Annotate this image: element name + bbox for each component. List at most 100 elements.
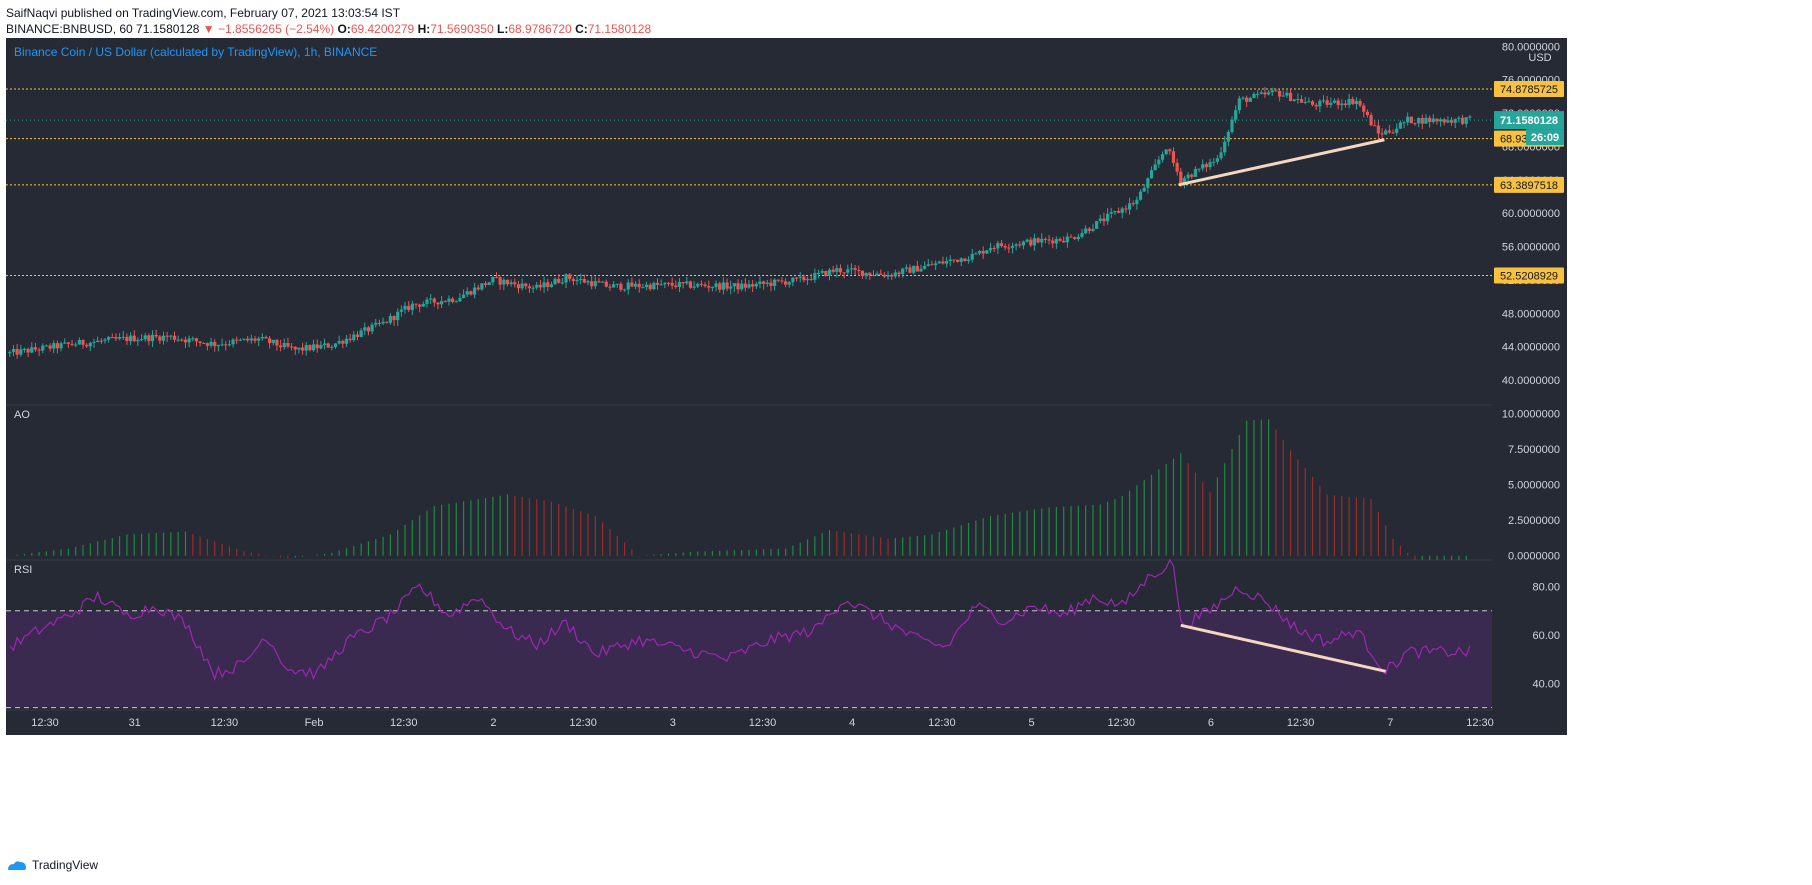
candle-body — [626, 282, 630, 290]
candle-body — [319, 344, 323, 349]
time-tick-label: 12:30 — [211, 717, 239, 729]
candle-body — [1245, 97, 1249, 102]
candle-body — [1065, 236, 1069, 243]
candle-body — [1256, 93, 1260, 95]
candle-body — [666, 282, 671, 284]
candle-body — [370, 324, 374, 332]
candle-body — [363, 327, 367, 331]
candle-body — [443, 301, 447, 303]
candle-body — [297, 347, 301, 350]
candle-body — [242, 338, 246, 340]
candle-body — [1076, 236, 1080, 239]
candle-body — [1384, 130, 1388, 135]
candle-body — [1343, 103, 1348, 105]
candle-body — [1442, 119, 1446, 123]
candle-body — [88, 342, 92, 347]
candle-body — [289, 346, 294, 348]
candle-body — [1288, 92, 1293, 101]
level-price-label: 74.8785725 — [1500, 84, 1558, 96]
candle-body — [1084, 228, 1088, 234]
level-price-tag — [1494, 176, 1564, 193]
candle-body — [985, 250, 989, 254]
candle-body — [235, 339, 239, 341]
candle-body — [732, 283, 736, 287]
candle-body — [612, 284, 616, 288]
candle-body — [974, 253, 978, 255]
candle-body — [1340, 103, 1344, 106]
candle-body — [707, 286, 711, 288]
candle-body — [136, 339, 140, 342]
candle-body — [1230, 119, 1234, 132]
candle-body — [1116, 211, 1121, 213]
candle-body — [480, 283, 484, 290]
last-price-value: 71.1580128 — [136, 22, 200, 36]
candle-body — [469, 291, 473, 295]
candle-body — [15, 349, 19, 355]
candle-body — [1409, 116, 1413, 124]
candle-body — [1318, 100, 1322, 107]
candle-body — [513, 282, 517, 285]
candle-body — [55, 343, 60, 349]
candle-body — [912, 265, 916, 273]
candle-body — [311, 344, 316, 351]
price-tick-label: 56.0000000 — [1502, 242, 1560, 254]
candle-body — [765, 282, 769, 284]
candle-body — [121, 336, 125, 338]
candle-body — [436, 302, 440, 305]
time-tick-label: 12:30 — [569, 717, 597, 729]
candle-body — [194, 338, 199, 342]
candle-body — [886, 274, 890, 277]
candle-body — [77, 339, 81, 345]
candle-body — [1160, 154, 1165, 160]
candle-body — [388, 316, 392, 323]
price-tick-label: 48.0000000 — [1502, 308, 1560, 320]
candle-body — [923, 265, 927, 269]
candle-body — [996, 243, 1000, 249]
candle-body — [19, 349, 23, 355]
candle-body — [454, 301, 458, 303]
candle-body — [966, 259, 971, 262]
candle-body — [1168, 149, 1172, 152]
candle-body — [180, 339, 184, 341]
candle-body — [429, 298, 433, 300]
candle-body — [154, 334, 158, 337]
candle-body — [143, 335, 147, 340]
candle-body — [743, 283, 747, 288]
symbol-label: BINANCE:BNBUSD, 60 — [6, 22, 133, 36]
candle-body — [257, 338, 261, 341]
candle-body — [1449, 120, 1454, 123]
candle-body — [813, 272, 817, 280]
candle-body — [66, 342, 70, 344]
rsi-title: RSI — [14, 564, 32, 576]
candle-body — [981, 251, 985, 254]
candle-body — [96, 340, 100, 343]
candle-body — [535, 284, 539, 288]
candle-body — [110, 337, 114, 339]
candle-body — [161, 335, 166, 341]
candle-body — [209, 341, 213, 346]
candle-body — [176, 339, 180, 341]
candle-body — [919, 268, 923, 272]
candle-body — [377, 322, 382, 324]
candle-body — [8, 352, 12, 354]
candle-body — [139, 339, 144, 341]
candle-body — [330, 346, 334, 348]
candle-body — [637, 283, 641, 288]
publish-info: SaifNaqvi published on TradingView.com, … — [6, 6, 401, 20]
price-tick-label: 40.0000000 — [1502, 375, 1560, 387]
time-tick-label: 12:30 — [928, 717, 956, 729]
level-price-tag — [1494, 81, 1564, 98]
candle-body — [542, 282, 546, 288]
candle-body — [590, 281, 594, 287]
candle-body — [710, 287, 715, 289]
candle-body — [352, 334, 356, 341]
time-tick-label: 12:30 — [1466, 717, 1494, 729]
candle-body — [608, 286, 612, 288]
candle-body — [937, 261, 941, 264]
candle-body — [725, 282, 729, 289]
candle-body — [1120, 208, 1124, 213]
candle-body — [860, 270, 865, 277]
rsi-tick-label: 40.00 — [1532, 678, 1560, 690]
time-tick-label: 6 — [1208, 717, 1214, 729]
